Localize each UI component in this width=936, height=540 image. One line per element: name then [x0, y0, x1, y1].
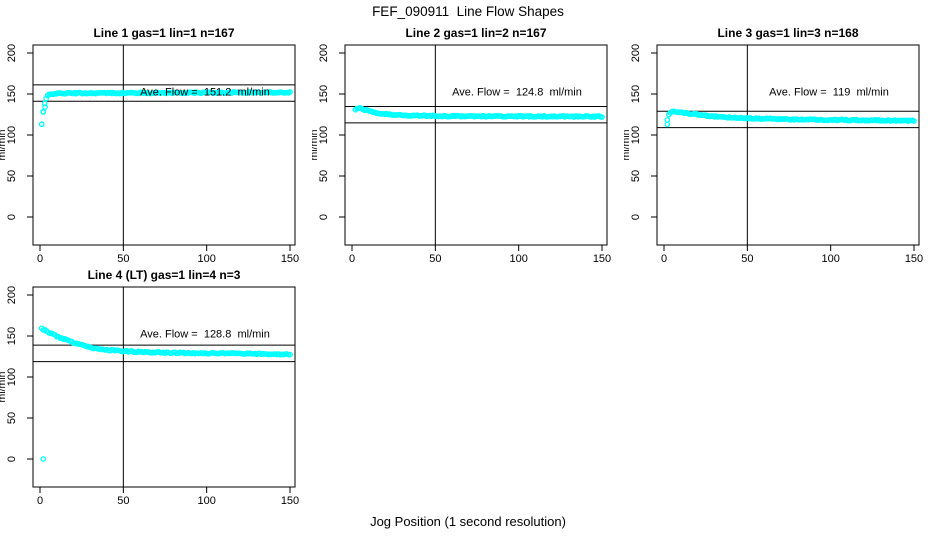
svg-text:50: 50 — [741, 253, 753, 265]
svg-text:150: 150 — [281, 495, 299, 507]
panel-4-plot: 0 50 100 150 200 0 50 100 150 ml/min Ave. Flow = 1… — [0, 286, 299, 507]
svg-text:100: 100 — [6, 368, 18, 386]
panel-line-2: Line 2 gas=1 lin=2 n=167 0 50 100 150 200 0 50… — [312, 20, 624, 272]
svg-text:150: 150 — [6, 327, 18, 345]
panel-4-title: Line 4 (LT) gas=1 lin=4 n=3 — [87, 268, 241, 282]
svg-text:100: 100 — [197, 253, 215, 265]
panel-line-1: Line 1 gas=1 lin=1 n=167 0 50 100 150 200 0 50… — [0, 20, 312, 272]
panel-3-plot: 0 50 100 150 200 0 50 100 150 ml/min Ave. Flow = 1… — [624, 44, 923, 265]
svg-text:Ave. Flow = 151.2 ml/min: Ave. Flow = 151.2 ml/min — [140, 87, 270, 99]
panel-line-4: Line 4 (LT) gas=1 lin=4 n=3 0 50 100 150 200… — [0, 262, 312, 514]
svg-text:ml/min: ml/min — [624, 129, 632, 160]
svg-text:Ave. Flow = 119 ml/min: Ave. Flow = 119 ml/min — [769, 87, 889, 99]
svg-text:100: 100 — [630, 126, 642, 144]
svg-text:ml/min: ml/min — [0, 371, 8, 402]
svg-text:50: 50 — [117, 495, 129, 507]
svg-text:150: 150 — [905, 253, 923, 265]
svg-text:50: 50 — [630, 170, 642, 182]
svg-text:100: 100 — [197, 495, 215, 507]
panel-2-title: Line 2 gas=1 lin=2 n=167 — [405, 26, 547, 40]
svg-text:100: 100 — [6, 126, 18, 144]
x-axis-label: Jog Position (1 second resolution) — [370, 514, 566, 529]
svg-text:200: 200 — [6, 44, 18, 62]
svg-text:0: 0 — [37, 495, 43, 507]
svg-text:0: 0 — [349, 253, 355, 265]
svg-text:150: 150 — [6, 85, 18, 103]
svg-text:50: 50 — [6, 412, 18, 424]
svg-text:150: 150 — [318, 85, 330, 103]
svg-text:ml/min: ml/min — [312, 129, 320, 160]
panel-3-title: Line 3 gas=1 lin=3 n=168 — [717, 26, 859, 40]
svg-text:50: 50 — [318, 170, 330, 182]
svg-text:Ave. Flow = 128.8 ml/min: Ave. Flow = 128.8 ml/min — [140, 329, 270, 341]
svg-text:100: 100 — [318, 126, 330, 144]
svg-text:200: 200 — [6, 286, 18, 304]
svg-text:50: 50 — [429, 253, 441, 265]
svg-text:50: 50 — [117, 253, 129, 265]
svg-text:200: 200 — [630, 44, 642, 62]
svg-text:0: 0 — [661, 253, 667, 265]
svg-text:150: 150 — [593, 253, 611, 265]
panel-2-plot: 0 50 100 150 200 0 50 100 150 ml/min Ave. Flow = 1… — [312, 44, 611, 265]
figure-title: FEF_090911 Line Flow Shapes — [372, 4, 564, 19]
panel-1-title: Line 1 gas=1 lin=1 n=167 — [93, 26, 235, 40]
svg-text:0: 0 — [318, 214, 330, 220]
svg-text:150: 150 — [630, 85, 642, 103]
svg-text:150: 150 — [281, 253, 299, 265]
panel-line-3: Line 3 gas=1 lin=3 n=168 0 50 100 150 200 0 50… — [624, 20, 936, 272]
svg-text:0: 0 — [6, 456, 18, 462]
svg-text:200: 200 — [318, 44, 330, 62]
svg-text:Ave. Flow = 124.8 ml/min: Ave. Flow = 124.8 ml/min — [452, 87, 582, 99]
panel-1-plot: 0 50 100 150 200 0 50 100 150 ml/min Ave. Flow = 1… — [0, 44, 299, 265]
svg-text:50: 50 — [6, 170, 18, 182]
svg-text:100: 100 — [821, 253, 839, 265]
svg-text:0: 0 — [6, 214, 18, 220]
svg-text:0: 0 — [630, 214, 642, 220]
svg-text:0: 0 — [37, 253, 43, 265]
svg-text:ml/min: ml/min — [0, 129, 8, 160]
svg-text:100: 100 — [509, 253, 527, 265]
